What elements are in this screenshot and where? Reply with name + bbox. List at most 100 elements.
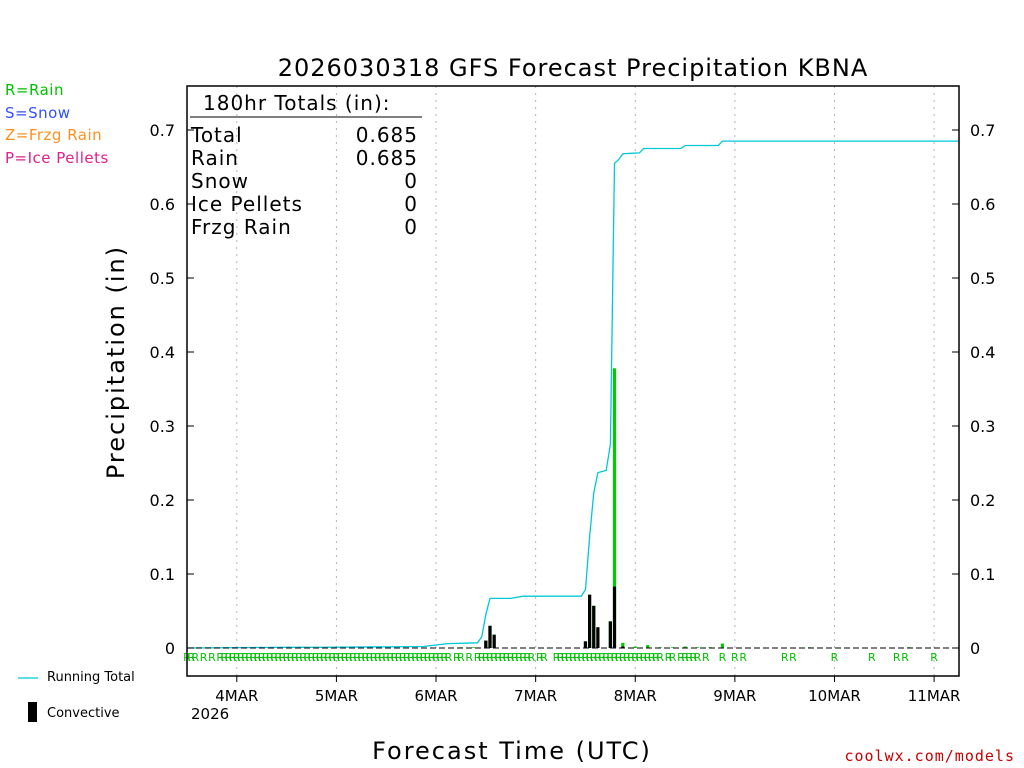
precip-type-mark-91: R — [598, 651, 606, 664]
x-tick-label-1: 5MAR — [315, 687, 358, 705]
precip-type-mark-12: R — [245, 651, 253, 664]
precip-type-mark-69: R — [494, 651, 502, 664]
precip-type-mark-109: R — [681, 651, 689, 664]
totals-value-0: 0.685 — [356, 123, 418, 147]
precip-type-mark-25: R — [299, 651, 307, 664]
precip-type-mark-32: R — [328, 651, 336, 664]
precip-type-mark-42: R — [370, 651, 378, 664]
precip-bar-19 — [720, 643, 725, 648]
precip-type-mark-30: R — [320, 651, 328, 664]
precip-type-mark-16: R — [262, 651, 270, 664]
precip-type-mark-89: R — [590, 651, 598, 664]
precip-type-mark-51: R — [407, 651, 415, 664]
precip-type-mark-77: R — [528, 651, 536, 664]
precip-type-mark-39: R — [357, 651, 365, 664]
precip-type-mark-61: R — [453, 651, 461, 664]
precip-type-mark-34: R — [337, 651, 345, 664]
x-tick-label-4: 8MAR — [614, 687, 657, 705]
x-tick-label-0: 4MAR — [215, 687, 258, 705]
type-legend-item-1: S=Snow — [5, 103, 71, 122]
precip-type-mark-113: R — [702, 651, 710, 664]
y-axis-label: Precipitation (in) — [102, 245, 130, 479]
grid-lines — [236, 86, 935, 676]
y-tick-label-left-0: 0 — [165, 639, 175, 658]
precip-type-mark-72: R — [507, 651, 515, 664]
precip-type-mark-47: R — [391, 651, 399, 664]
convective-legend-swatch — [28, 702, 37, 722]
convective-bar-3 — [583, 641, 588, 648]
precip-type-mark-86: R — [577, 651, 585, 664]
totals-header: 180hr Totals (in): — [203, 91, 391, 115]
totals-label-2: Snow — [191, 169, 249, 193]
precip-type-mark-8: R — [229, 651, 237, 664]
y-tick-label-right-2: 0.2 — [970, 491, 995, 510]
type-legend-item-0: R=Rain — [5, 81, 64, 99]
precip-type-mark-20: R — [279, 651, 287, 664]
convective-bar-5 — [592, 605, 596, 648]
type-legend-item-2: Z=Frzg Rain — [5, 126, 103, 144]
precip-type-mark-65: R — [478, 651, 486, 664]
convective-bar-1 — [488, 625, 492, 648]
convective-legend-label: Convective — [47, 706, 120, 721]
y-tick-label-right-6: 0.6 — [970, 195, 995, 214]
precip-type-mark-64: R — [474, 651, 482, 664]
site-credit: coolwx.com/models — [844, 747, 1015, 765]
precip-type-mark-36: R — [345, 651, 353, 664]
precip-type-mark-88: R — [586, 651, 594, 664]
precip-type-mark-79: R — [540, 651, 548, 664]
precip-bar-12 — [633, 646, 637, 648]
precip-type-mark-71: R — [503, 651, 511, 664]
precip-type-mark-117: R — [781, 651, 789, 664]
precip-type-mark-48: R — [395, 651, 403, 664]
precip-type-mark-19: R — [274, 651, 282, 664]
precip-type-mark-85: R — [573, 651, 581, 664]
x-tick-label-2: 6MAR — [414, 687, 457, 705]
precip-type-mark-95: R — [615, 651, 623, 664]
precip-type-mark-103: R — [648, 651, 656, 664]
precip-type-mark-123: R — [930, 651, 938, 664]
precip-type-mark-105: R — [656, 651, 664, 664]
precip-bar-17 — [695, 647, 700, 648]
precip-type-mark-26: R — [304, 651, 312, 664]
totals-value-1: 0.685 — [356, 146, 418, 170]
precip-type-mark-17: R — [266, 651, 274, 664]
precip-type-mark-46: R — [387, 651, 395, 664]
totals-label-4: Frzg Rain — [191, 215, 292, 239]
precip-type-mark-84: R — [569, 651, 577, 664]
running-total-line — [186, 140, 959, 649]
precip-type-mark-59: R — [441, 651, 449, 664]
precip-type-mark-49: R — [399, 651, 407, 664]
precip-type-mark-5: R — [216, 651, 224, 664]
plot-frame — [186, 85, 960, 677]
precip-type-mark-73: R — [511, 651, 519, 664]
precip-type-mark-112: R — [694, 651, 702, 664]
precip-type-mark-38: R — [353, 651, 361, 664]
precip-type-mark-122: R — [901, 651, 909, 664]
y-tick-label-left-5: 0.5 — [150, 269, 175, 288]
precip-type-mark-28: R — [312, 651, 320, 664]
axes: 0 00.1 0.10.2 0.20.3 0.30.4 0.40.5 0.50.6 0.60.… — [150, 85, 995, 705]
precip-type-mark-66: R — [482, 651, 490, 664]
precip-bar-16 — [683, 646, 687, 648]
precip-bar-15 — [671, 647, 675, 648]
precip-type-mark-60: R — [445, 651, 453, 664]
totals-value-2: 0 — [404, 169, 418, 193]
precip-type-mark-27: R — [308, 651, 316, 664]
y-tick-label-right-0: 0 — [970, 639, 980, 658]
totals-label-0: Total — [190, 123, 243, 147]
chart-title: 2026030318 GFS Forecast Precipitation KB… — [278, 54, 869, 82]
precip-type-mark-35: R — [341, 651, 349, 664]
y-tick-label-right-5: 0.5 — [970, 269, 995, 288]
y-tick-label-left-3: 0.3 — [150, 417, 175, 436]
y-tick-label-right-1: 0.1 — [970, 565, 995, 584]
precip-type-mark-76: R — [524, 651, 532, 664]
precip-type-mark-120: R — [868, 651, 876, 664]
precip-type-marks: RRR R R RRRRRRRRRRRRRRRRRRRRRRRRRRRRRRRRRRR… — [183, 651, 938, 664]
precip-type-mark-13: R — [250, 651, 258, 664]
precip-type-mark-57: R — [432, 651, 440, 664]
precip-type-mark-1: R — [187, 651, 195, 664]
precip-type-mark-21: R — [283, 651, 291, 664]
totals-label-3: Ice Pellets — [191, 192, 303, 216]
y-tick-label-left-4: 0.4 — [150, 343, 175, 362]
precip-type-mark-18: R — [270, 651, 278, 664]
